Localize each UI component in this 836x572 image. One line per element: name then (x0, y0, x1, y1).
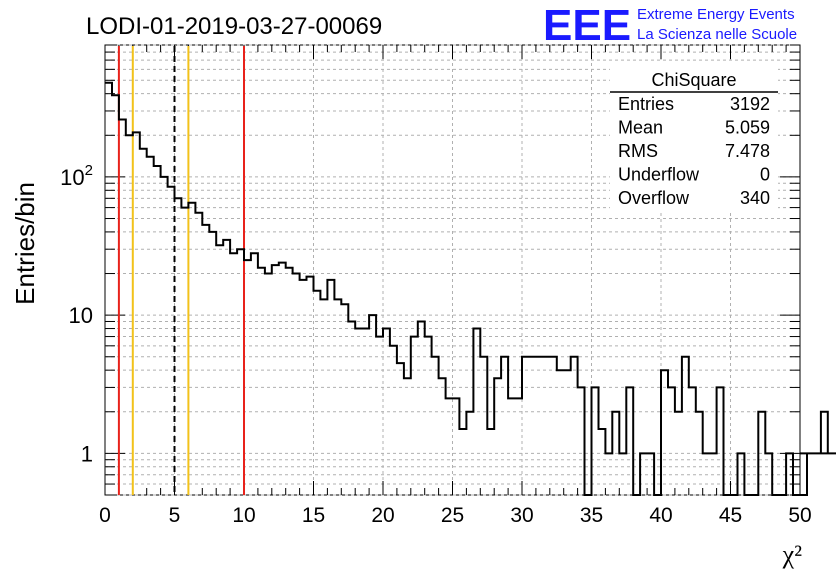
stats-label: Overflow (618, 188, 690, 208)
y-tick-label: 10 (69, 303, 93, 328)
x-axis-label: χ² (782, 540, 803, 569)
y-tick-label: 1 (81, 441, 93, 466)
stats-value: 7.478 (725, 141, 770, 161)
y-tick-label-exponent: 2 (85, 162, 93, 179)
stats-box-background (610, 62, 778, 212)
x-tick-label: 35 (580, 504, 603, 527)
y-tick-label: 102 (60, 162, 93, 190)
run-title: LODI-01-2019-03-27-00069 (86, 13, 382, 40)
stats-value: 5.059 (725, 118, 770, 138)
marker-lines (117, 46, 245, 495)
x-tick-label: 45 (719, 504, 742, 527)
stats-label: Entries (618, 94, 674, 114)
stats-rows: Entries 3192 Mean 5.059 RMS 7.478 Underflow 0 Ov… (618, 94, 770, 208)
stats-value: 340 (740, 188, 770, 208)
stats-value: 0 (760, 165, 770, 185)
y-tick-label-base: 10 (69, 303, 93, 328)
stats-label: RMS (618, 141, 658, 161)
eee-logo-line2: La Scienza nelle Scuole (637, 26, 797, 43)
x-axis-ticks: 0 5 10 15 20 25 30 35 40 45 50 (99, 45, 812, 527)
stats-title: ChiSquare (651, 70, 736, 90)
stats-label: Underflow (618, 165, 700, 185)
eee-logo-line1: Extreme Energy Events (637, 6, 795, 23)
x-tick-label: 10 (232, 504, 255, 527)
x-tick-label: 20 (371, 504, 394, 527)
x-tick-label: 0 (99, 504, 111, 527)
stats-value: 3192 (730, 94, 770, 114)
y-tick-label-base: 1 (81, 441, 93, 466)
x-tick-label: 40 (649, 504, 672, 527)
y-axis-label: Entries/bin (10, 182, 40, 305)
x-tick-label: 25 (441, 504, 464, 527)
x-tick-label: 30 (510, 504, 533, 527)
stats-box: ChiSquare Entries 3192 Mean 5.059 RMS 7.478 Un… (610, 62, 778, 212)
x-tick-label: 5 (169, 504, 181, 527)
x-tick-label: 15 (302, 504, 325, 527)
x-tick-label: 50 (788, 504, 811, 527)
eee-logo-text: EEE (543, 1, 631, 50)
y-tick-label-base: 10 (60, 165, 84, 190)
histogram-series (105, 81, 836, 496)
stats-label: Mean (618, 118, 663, 138)
eee-logo: EEE Extreme Energy Events La Scienza nel… (543, 1, 797, 50)
grid (105, 44, 800, 496)
